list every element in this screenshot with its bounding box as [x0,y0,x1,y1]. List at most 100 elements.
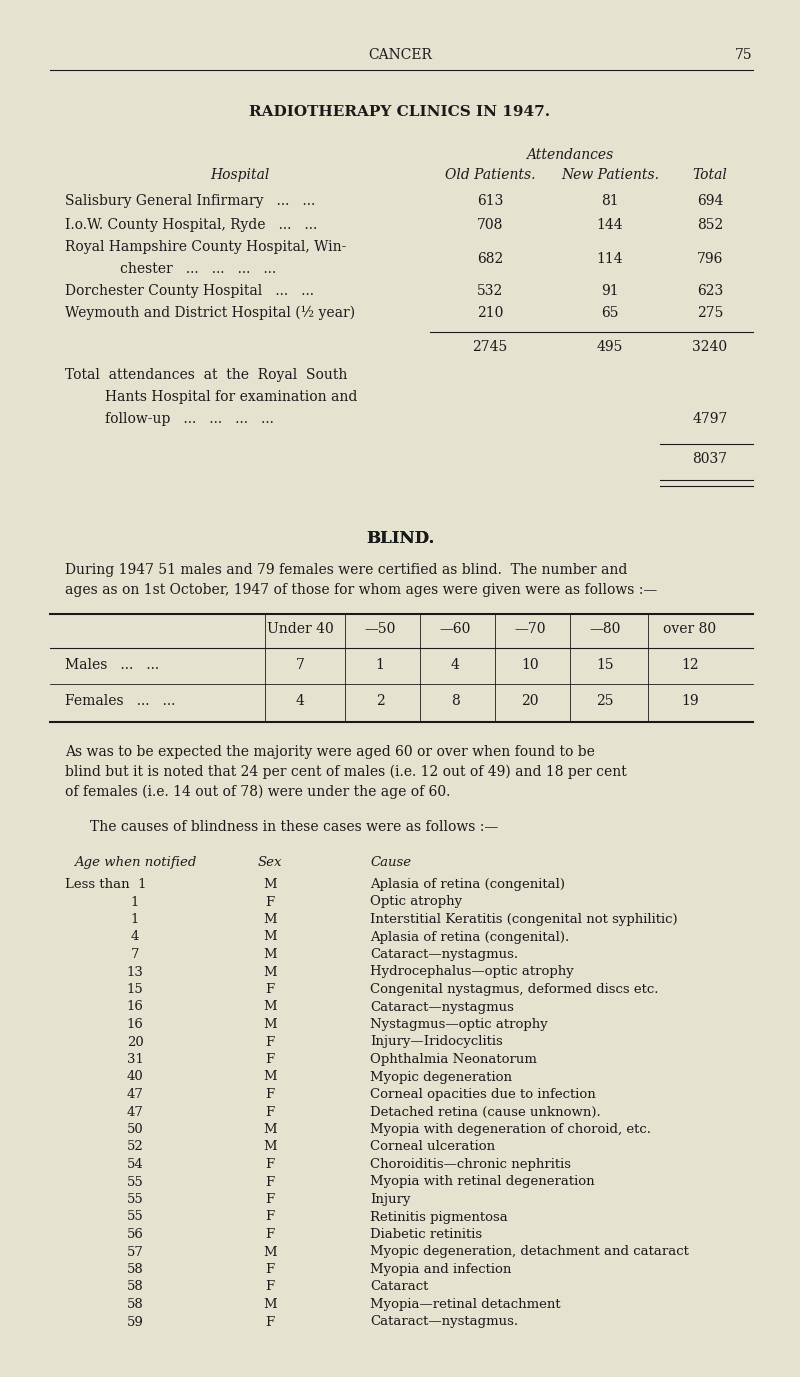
Text: Myopia with degeneration of choroid, etc.: Myopia with degeneration of choroid, etc… [370,1124,651,1136]
Text: Total  attendances  at  the  Royal  South: Total attendances at the Royal South [65,368,347,381]
Text: 8037: 8037 [693,452,727,465]
Text: 50: 50 [126,1124,143,1136]
Text: Myopia—retinal detachment: Myopia—retinal detachment [370,1299,561,1311]
Text: 13: 13 [126,965,143,979]
Text: 75: 75 [735,48,753,62]
Text: 91: 91 [601,284,619,297]
Text: Cataract—nystagmus.: Cataract—nystagmus. [370,1315,518,1329]
Text: Dorchester County Hospital   ...   ...: Dorchester County Hospital ... ... [65,284,314,297]
Text: F: F [266,1315,274,1329]
Text: 1: 1 [375,658,385,672]
Text: Detached retina (cause unknown).: Detached retina (cause unknown). [370,1106,601,1118]
Text: Females   ...   ...: Females ... ... [65,694,175,708]
Text: F: F [266,1088,274,1102]
Text: F: F [266,1158,274,1170]
Text: New Patients.: New Patients. [561,168,659,182]
Text: M: M [263,1018,277,1031]
Text: F: F [266,1210,274,1224]
Text: M: M [263,947,277,961]
Text: —60: —60 [439,622,470,636]
Text: Sex: Sex [258,856,282,869]
Text: ages as on 1st October, 1947 of those for whom ages were given were as follows :: ages as on 1st October, 1947 of those fo… [65,582,658,598]
Text: 59: 59 [126,1315,143,1329]
Text: 40: 40 [126,1070,143,1084]
Text: 47: 47 [126,1088,143,1102]
Text: F: F [266,983,274,996]
Text: 8: 8 [450,694,459,708]
Text: 1: 1 [131,913,139,925]
Text: Salisbury General Infirmary   ...   ...: Salisbury General Infirmary ... ... [65,194,315,208]
Text: 2745: 2745 [472,340,508,354]
Text: of females (i.e. 14 out of 78) were under the age of 60.: of females (i.e. 14 out of 78) were unde… [65,785,450,800]
Text: —70: —70 [514,622,546,636]
Text: 495: 495 [597,340,623,354]
Text: F: F [266,895,274,909]
Text: 708: 708 [477,218,503,231]
Text: 16: 16 [126,1001,143,1013]
Text: F: F [266,1053,274,1066]
Text: 210: 210 [477,306,503,319]
Text: 55: 55 [126,1192,143,1206]
Text: Cataract—nystagmus: Cataract—nystagmus [370,1001,514,1013]
Text: F: F [266,1263,274,1276]
Text: F: F [266,1176,274,1188]
Text: 682: 682 [477,252,503,266]
Text: As was to be expected the majority were aged 60 or over when found to be: As was to be expected the majority were … [65,745,595,759]
Text: Age when notified: Age when notified [74,856,196,869]
Text: 532: 532 [477,284,503,297]
Text: Attendances: Attendances [526,147,614,162]
Text: Interstitial Keratitis (congenital not syphilitic): Interstitial Keratitis (congenital not s… [370,913,678,925]
Text: 3240: 3240 [693,340,727,354]
Text: CANCER: CANCER [368,48,432,62]
Text: Hants Hospital for examination and: Hants Hospital for examination and [105,390,358,403]
Text: 20: 20 [522,694,538,708]
Text: Hydrocephalus—optic atrophy: Hydrocephalus—optic atrophy [370,965,574,979]
Text: Nystagmus—optic atrophy: Nystagmus—optic atrophy [370,1018,548,1031]
Text: Corneal ulceration: Corneal ulceration [370,1140,495,1154]
Text: 12: 12 [681,658,699,672]
Text: 16: 16 [126,1018,143,1031]
Text: 275: 275 [697,306,723,319]
Text: Myopia and infection: Myopia and infection [370,1263,511,1276]
Text: Cause: Cause [370,856,411,869]
Text: BLIND.: BLIND. [366,530,434,547]
Text: I.o.W. County Hospital, Ryde   ...   ...: I.o.W. County Hospital, Ryde ... ... [65,218,318,231]
Text: Aplasia of retina (congenital): Aplasia of retina (congenital) [370,879,565,891]
Text: Myopia with retinal degeneration: Myopia with retinal degeneration [370,1176,594,1188]
Text: 4: 4 [450,658,459,672]
Text: 81: 81 [601,194,619,208]
Text: 57: 57 [126,1246,143,1259]
Text: 47: 47 [126,1106,143,1118]
Text: 31: 31 [126,1053,143,1066]
Text: 55: 55 [126,1176,143,1188]
Text: Total: Total [693,168,727,182]
Text: The causes of blindness in these cases were as follows :—: The causes of blindness in these cases w… [90,819,498,834]
Text: Choroiditis—chronic nephritis: Choroiditis—chronic nephritis [370,1158,571,1170]
Text: 54: 54 [126,1158,143,1170]
Text: 4: 4 [131,931,139,943]
Text: 144: 144 [597,218,623,231]
Text: 7: 7 [130,947,139,961]
Text: 19: 19 [681,694,699,708]
Text: 623: 623 [697,284,723,297]
Text: Injury—Iridocyclitis: Injury—Iridocyclitis [370,1036,502,1048]
Text: M: M [263,1140,277,1154]
Text: M: M [263,879,277,891]
Text: chester   ...   ...   ...   ...: chester ... ... ... ... [120,262,276,275]
Text: blind but it is noted that 24 per cent of males (i.e. 12 out of 49) and 18 per c: blind but it is noted that 24 per cent o… [65,766,626,779]
Text: Congenital nystagmus, deformed discs etc.: Congenital nystagmus, deformed discs etc… [370,983,658,996]
Text: 52: 52 [126,1140,143,1154]
Text: 58: 58 [126,1263,143,1276]
Text: F: F [266,1106,274,1118]
Text: follow-up   ...   ...   ...   ...: follow-up ... ... ... ... [105,412,274,425]
Text: 56: 56 [126,1228,143,1241]
Text: 15: 15 [596,658,614,672]
Text: Optic atrophy: Optic atrophy [370,895,462,909]
Text: Corneal opacities due to infection: Corneal opacities due to infection [370,1088,596,1102]
Text: 58: 58 [126,1299,143,1311]
Text: 25: 25 [596,694,614,708]
Text: 20: 20 [126,1036,143,1048]
Text: M: M [263,965,277,979]
Text: 1: 1 [131,895,139,909]
Text: 55: 55 [126,1210,143,1224]
